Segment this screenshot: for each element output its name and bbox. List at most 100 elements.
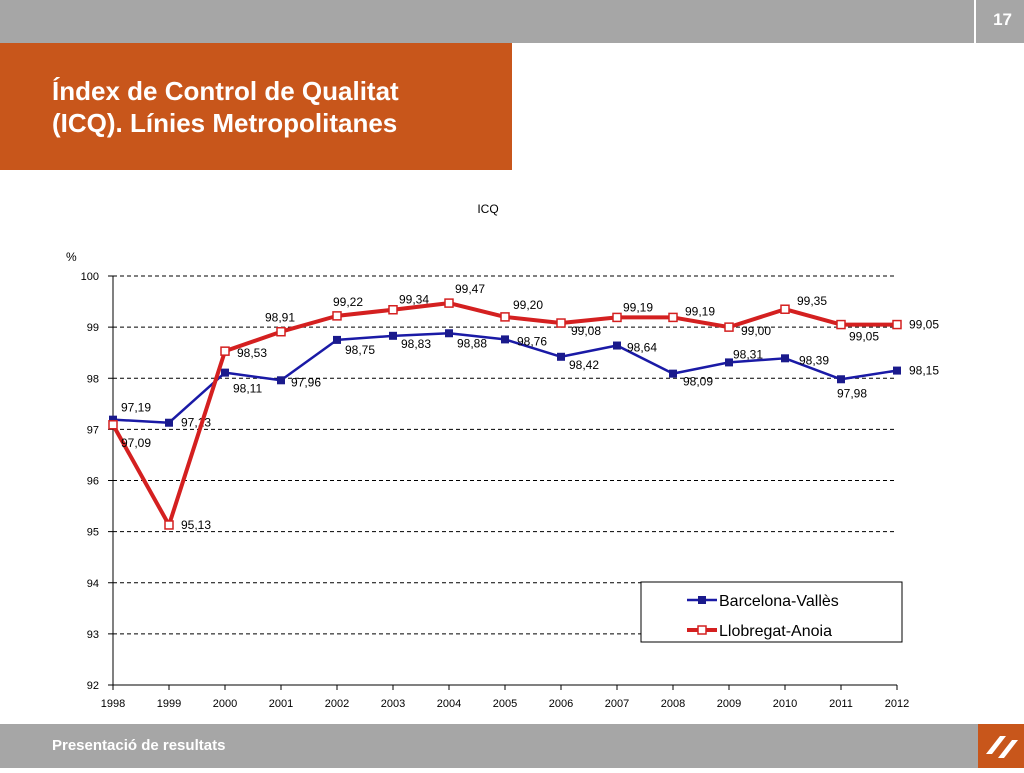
data-point: [165, 418, 173, 427]
data-label: 99,47: [455, 282, 485, 296]
x-tick-label: 2004: [437, 698, 461, 710]
data-label: 98,75: [345, 343, 375, 357]
data-label: 99,08: [571, 324, 601, 338]
x-tick-label: 2003: [381, 698, 405, 710]
y-tick-label: 98: [87, 373, 99, 385]
data-point: [836, 319, 846, 330]
page-number: 17: [993, 10, 1012, 29]
y-tick-label: 95: [87, 527, 99, 539]
data-label: 98,76: [517, 334, 547, 348]
data-point: [333, 335, 341, 344]
data-point: [501, 335, 509, 344]
y-tick-label: 100: [81, 271, 99, 283]
x-tick-label: 2010: [773, 698, 797, 710]
data-point: [724, 322, 734, 332]
data-point: [164, 520, 174, 530]
data-point: [221, 368, 229, 377]
data-point: [781, 354, 789, 363]
data-label: 98,09: [683, 375, 713, 389]
icq-line-chart: ICQ% 92 93 94 95 96 97 98 99 100 1998 1999 2000 2001 2…: [66, 202, 939, 710]
data-point: [613, 341, 621, 350]
data-point: [109, 415, 117, 424]
y-tick-label: 92: [87, 680, 99, 692]
data-point: [725, 358, 733, 367]
x-tick-label: 1999: [157, 698, 181, 710]
data-point: [332, 311, 342, 321]
data-point: [780, 304, 790, 314]
data-point: [893, 366, 901, 375]
data-point: [276, 326, 286, 337]
data-label: 99,34: [399, 293, 429, 307]
x-tick-label: 2000: [213, 698, 237, 710]
data-point: [556, 318, 566, 328]
x-tick-label: 2005: [493, 698, 517, 710]
legend-label: Barcelona-Vallès: [719, 593, 839, 610]
data-point: [108, 420, 118, 430]
slide-title-line2: (ICQ). Línies Metropolitanes: [52, 108, 398, 138]
top-bar: 17: [0, 0, 1024, 43]
data-label: 98,88: [457, 336, 487, 350]
x-tick-label: 2006: [549, 698, 573, 710]
y-tick-label: 93: [87, 629, 99, 641]
x-tick-label: 2009: [717, 698, 741, 710]
data-point: [445, 329, 453, 338]
data-point: [668, 312, 678, 323]
data-label: 98,31: [733, 347, 763, 361]
data-point: [557, 352, 565, 361]
data-label: 98,39: [799, 353, 829, 367]
slide-title-line1: Índex de Control de Qualitat: [52, 76, 399, 106]
data-label: 99,35: [797, 294, 827, 308]
chart-title: ICQ: [477, 202, 498, 216]
y-axis-label: %: [66, 250, 77, 264]
footer-text: Presentació de resultats: [52, 737, 226, 754]
data-label: 99,00: [741, 324, 771, 338]
data-label: 98,53: [237, 346, 267, 360]
x-tick-label: 2001: [269, 698, 293, 710]
title-block: Índex de Control de Qualitat (ICQ). Líni…: [0, 43, 512, 170]
y-tick-label: 99: [87, 322, 99, 334]
page-number-box: 17: [974, 0, 1024, 43]
ferrocarrils-logo-icon: [978, 724, 1024, 768]
data-point: [669, 369, 677, 378]
data-label: 97,13: [181, 416, 211, 430]
legend-marker: [698, 596, 706, 604]
data-point: [388, 304, 398, 315]
legend-label: Llobregat-Anoia: [719, 623, 832, 640]
data-label: 98,83: [401, 337, 431, 351]
data-point: [500, 312, 510, 322]
legend-box: [640, 581, 903, 643]
y-tick-label: 97: [87, 424, 99, 436]
data-label: 97,09: [121, 436, 151, 450]
data-point: [220, 346, 230, 356]
data-point: [612, 312, 622, 323]
data-label: 97,96: [291, 375, 321, 389]
data-label: 97,98: [837, 386, 867, 400]
y-tick-label: 96: [87, 476, 99, 488]
data-label: 98,15: [909, 364, 939, 378]
data-label: 95,13: [181, 518, 211, 532]
data-label: 98,91: [265, 311, 295, 325]
data-point: [837, 375, 845, 384]
legend-marker: [697, 625, 707, 635]
data-label: 99,05: [909, 318, 939, 332]
data-label: 99,05: [849, 330, 879, 344]
x-tick-label: 2007: [605, 698, 629, 710]
data-label: 98,64: [627, 341, 657, 355]
x-tick-label: 1998: [101, 698, 125, 710]
data-label: 99,20: [513, 298, 543, 312]
y-tick-label: 94: [87, 578, 99, 590]
data-point: [892, 319, 902, 330]
data-label: 99,19: [623, 300, 653, 314]
data-point: [277, 376, 285, 385]
x-tick-label: 2002: [325, 698, 349, 710]
data-label: 99,22: [333, 295, 363, 309]
data-point: [389, 331, 397, 340]
footer-bar: Presentació de resultats: [0, 724, 1024, 768]
x-tick-label: 2011: [829, 698, 853, 710]
data-label: 98,42: [569, 358, 599, 372]
data-label: 97,19: [121, 401, 151, 415]
x-tick-label: 2012: [885, 698, 909, 710]
x-tick-label: 2008: [661, 698, 685, 710]
data-label: 98,11: [233, 382, 262, 396]
data-point: [444, 298, 454, 308]
